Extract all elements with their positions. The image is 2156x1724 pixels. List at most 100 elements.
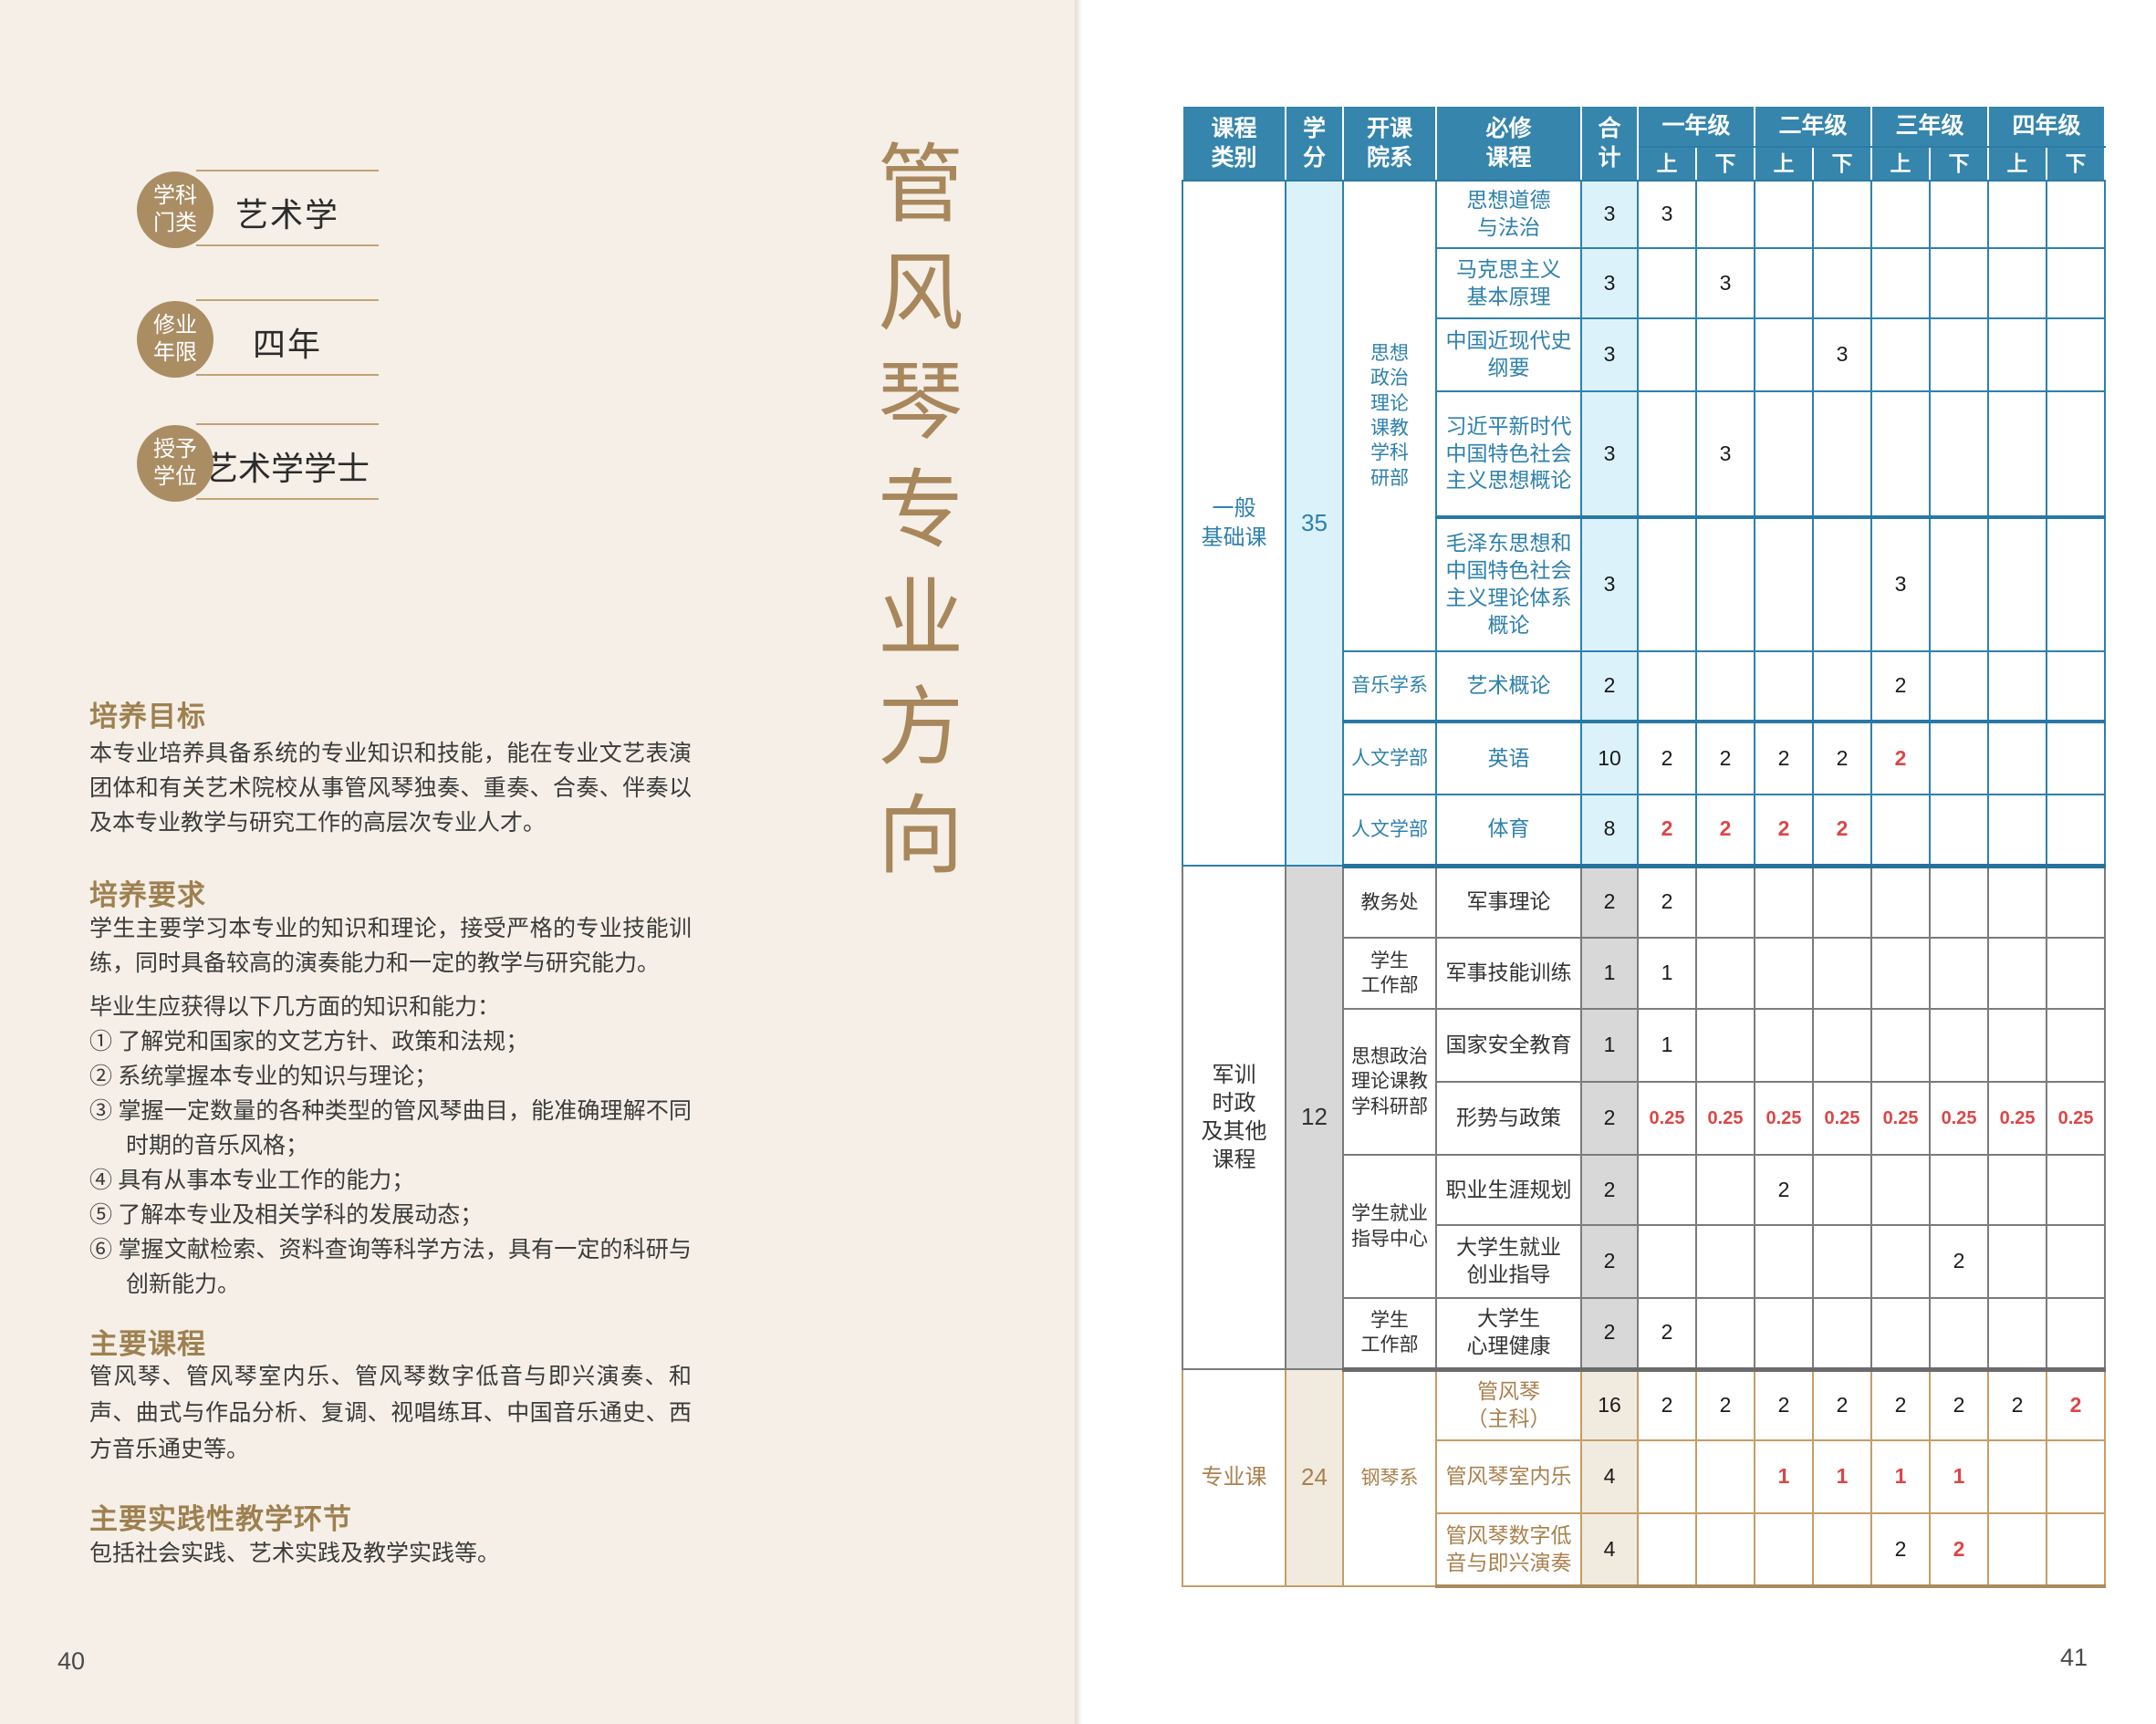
cell-semester-credit: 1	[1929, 1439, 1990, 1514]
cell-semester-credit	[1987, 1154, 2048, 1226]
table-row: 中国近现代史 纲要 3 3	[1182, 317, 2107, 392]
cell-semester-credit	[1987, 794, 2048, 868]
cell-semester-credit	[1870, 180, 1932, 249]
cell-semester-credit	[1812, 247, 1873, 319]
cell-semester-credit: 3	[1637, 180, 1697, 249]
header-department: 开课 院系	[1342, 105, 1437, 182]
cell-semester-credit	[1754, 1224, 1815, 1299]
cell-semester-credit	[1694, 1224, 1756, 1299]
cell-semester-credit	[1694, 317, 1756, 392]
table-row: 学生 工作部 大学生 心理健康 2 2	[1182, 1297, 2107, 1372]
cell-total: 1	[1580, 1008, 1639, 1083]
cell-semester-credit	[1754, 1008, 1815, 1083]
heading-objectives: 培养目标	[89, 701, 206, 732]
cell-semester-credit	[1870, 390, 1932, 518]
cell-semester-credit	[1754, 390, 1815, 518]
duration-value: 四年	[252, 327, 322, 363]
table-row: 毛泽东思想和 中国特色社会 主义理论体系 概论 3 3	[1182, 515, 2107, 652]
cell-semester-credit	[1987, 720, 2048, 795]
discipline-badge-label: 学科 门类	[153, 184, 197, 235]
divider-line	[196, 244, 379, 246]
cell-semester-credit	[1870, 247, 1932, 319]
cell-total: 4	[1580, 1439, 1639, 1514]
cell-credits: 12	[1285, 865, 1344, 1370]
cell-semester-credit	[1987, 247, 2048, 319]
cell-semester-credit	[1870, 1297, 1932, 1372]
cell-total: 1	[1580, 937, 1639, 1010]
cell-semester-credit	[2046, 390, 2107, 518]
cell-total: 3	[1580, 247, 1639, 319]
cell-semester-credit	[1987, 180, 2048, 249]
cell-department: 思想 政治 理论 课教 学科 研部	[1342, 180, 1437, 652]
cell-semester-credit	[1987, 515, 2048, 652]
cell-semester-credit	[1929, 247, 1990, 319]
cell-semester-credit: 3	[1870, 515, 1932, 652]
heading-requirements: 培养要求	[89, 879, 206, 911]
table-row: 人文学部 英语 10 2 2 2 2 2	[1182, 720, 2107, 795]
page-number-right: 41	[2060, 1644, 2088, 1671]
cell-semester-credit: 2	[1870, 1512, 1932, 1588]
cell-semester-credit	[1929, 180, 1990, 249]
cell-semester-credit	[1694, 1512, 1756, 1588]
cell-semester-credit: 3	[1812, 317, 1873, 392]
cell-semester-credit	[1637, 317, 1697, 392]
cell-course: 艺术概论	[1435, 650, 1582, 722]
header-semester: 下	[1812, 146, 1873, 182]
table-row: 人文学部 体育 8 2 2 2 2	[1182, 794, 2107, 868]
discipline-badge: 学科 门类	[137, 171, 214, 248]
cell-semester-credit: 0.25	[2046, 1081, 2107, 1156]
cell-semester-credit: 2	[1637, 794, 1697, 868]
cell-credits: 35	[1285, 180, 1344, 867]
table-row: 管风琴数字低 音与即兴演奏 4 2 2	[1182, 1512, 2107, 1588]
cell-department: 钢琴系	[1342, 1368, 1437, 1587]
cell-semester-credit: 1	[1637, 937, 1697, 1010]
table-row: 大学生就业 创业指导 2 2	[1182, 1224, 2107, 1299]
header-total: 合 计	[1580, 105, 1639, 182]
cell-semester-credit	[1870, 1154, 1932, 1226]
badge-row-degree: 艺术学学士 授予 学位	[0, 420, 1077, 529]
cell-total: 2	[1580, 1154, 1639, 1226]
divider-line	[196, 170, 379, 171]
cell-semester-credit	[2046, 794, 2107, 868]
cell-course: 职业生涯规划	[1435, 1154, 1582, 1226]
cell-semester-credit	[1754, 865, 1815, 939]
discipline-value: 艺术学	[234, 197, 339, 234]
list-item: ⑥ 掌握文献检索、资料查询等科学方法，具有一定的科研与创新能力。	[89, 1238, 692, 1297]
cell-course: 形势与政策	[1435, 1081, 1582, 1156]
cell-semester-credit: 2	[1929, 1368, 1990, 1441]
cell-department: 学生就业 指导中心	[1342, 1154, 1437, 1299]
cell-category: 一般 基础课	[1182, 180, 1286, 867]
cell-semester-credit	[2046, 317, 2107, 392]
cell-semester-credit: 1	[1637, 1008, 1697, 1083]
header-semester: 上	[1754, 146, 1815, 182]
cell-semester-credit	[1637, 247, 1697, 319]
table-row: 习近平新时代 中国特色社会 主义思想概论 3 3	[1182, 390, 2107, 518]
cell-total: 16	[1580, 1368, 1639, 1441]
cell-semester-credit: 3	[1694, 390, 1756, 518]
cell-semester-credit	[2046, 1512, 2107, 1588]
cell-total: 4	[1580, 1512, 1639, 1588]
cell-semester-credit: 2	[1754, 1368, 1815, 1441]
cell-course: 管风琴室内乐	[1435, 1439, 1582, 1514]
table-header: 课程 类别学 分开课 院系 必修 课程合 计一年级 二年级 三年级 四年级上下上下上下上…	[1182, 105, 2107, 182]
cell-semester-credit	[1694, 1154, 1756, 1226]
cell-course: 管风琴 （主科）	[1435, 1368, 1582, 1441]
cell-department: 思想政治 理论课教 学科研部	[1342, 1008, 1437, 1156]
cell-semester-credit: 2	[1694, 794, 1756, 868]
cell-semester-credit	[1754, 515, 1815, 652]
cell-semester-credit	[1929, 515, 1990, 652]
header-semester: 上	[1870, 146, 1932, 182]
cell-course: 军事技能训练	[1435, 937, 1582, 1010]
cell-semester-credit	[1812, 1008, 1873, 1083]
cell-category: 专业课	[1182, 1368, 1286, 1587]
table-row: 音乐学系 艺术概论 2 2	[1182, 650, 2107, 722]
cell-semester-credit: 0.25	[1987, 1081, 2048, 1156]
cell-semester-credit	[1637, 650, 1697, 722]
list-item: ① 了解党和国家的文艺方针、政策和法规；	[89, 1030, 529, 1054]
header-grade-2: 二年级	[1754, 105, 1873, 148]
table-row: 管风琴室内乐 4 1 1 1 1	[1182, 1439, 2107, 1514]
cell-semester-credit: 2	[1637, 1297, 1697, 1372]
cell-course: 英语	[1435, 720, 1582, 795]
cell-semester-credit	[1637, 515, 1697, 652]
